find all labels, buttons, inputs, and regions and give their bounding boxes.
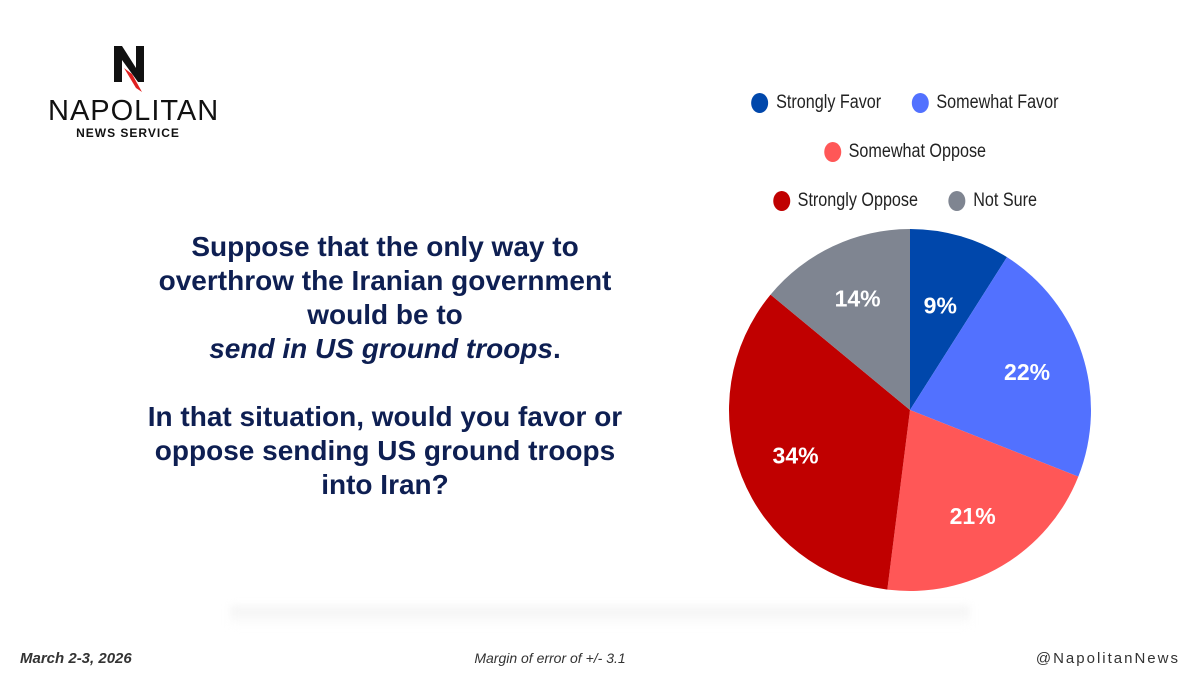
legend-swatch — [911, 92, 929, 113]
pie-slice-somewhat-oppose — [887, 410, 1079, 591]
social-handle: @NapolitanNews — [1035, 650, 1180, 667]
logo-n-icon — [114, 46, 144, 92]
legend-label: Somewhat Favor — [936, 91, 1059, 113]
legend-item-strongly-oppose: Strongly Oppose — [773, 190, 918, 212]
legend-item-strongly-favor: Strongly Favor — [751, 92, 881, 114]
legend-item-somewhat-oppose: Somewhat Oppose — [823, 140, 987, 163]
legend-item-somewhat-favor: Somewhat Favor — [911, 91, 1059, 114]
pie-data-label: 14% — [835, 286, 881, 312]
legend-label: Somewhat Oppose — [848, 140, 987, 162]
pie-slice-not-sure — [770, 229, 910, 410]
pie-slice-somewhat-favor — [910, 257, 1091, 477]
legend: Strongly Favor Somewhat Favor Somewhat O… — [731, 78, 1080, 225]
logo: NAPOLITAN NEWS SERVICE — [48, 44, 220, 140]
pie-data-label: 34% — [773, 442, 819, 468]
question-text: Suppose that the only way to overthrow t… — [140, 230, 630, 502]
question-emphasis: send in US ground troops — [209, 333, 553, 364]
legend-label: Strongly Oppose — [797, 189, 918, 211]
pie-data-label: 21% — [950, 503, 996, 529]
logo-name: NAPOLITAN — [48, 95, 220, 127]
legend-swatch — [773, 190, 791, 211]
legend-label: Strongly Favor — [776, 91, 882, 113]
legend-item-not-sure: Not Sure — [948, 189, 1037, 212]
legend-swatch — [948, 190, 966, 211]
pie-slice-strongly-favor — [910, 229, 1007, 410]
question-line2: In that situation, would you favor or op… — [147, 401, 623, 500]
legend-label: Not Sure — [973, 189, 1037, 211]
question-line1: Suppose that the only way to overthrow t… — [158, 231, 612, 330]
question-period: . — [552, 333, 561, 364]
pie-data-label: 9% — [924, 293, 957, 319]
legend-swatch — [823, 141, 841, 162]
legend-swatch — [751, 92, 769, 113]
margin-of-error: Margin of error of +/- 3.1 — [474, 650, 626, 666]
pie-chart: 9% 22% 21% 34% 14% — [729, 229, 1091, 591]
shadow-divider — [230, 606, 970, 628]
poll-date: March 2-3, 2026 — [20, 650, 132, 667]
pie-data-label: 22% — [1004, 359, 1050, 385]
pie-slice-strongly-oppose — [729, 294, 910, 590]
logo-subtitle: NEWS SERVICE — [76, 126, 180, 140]
